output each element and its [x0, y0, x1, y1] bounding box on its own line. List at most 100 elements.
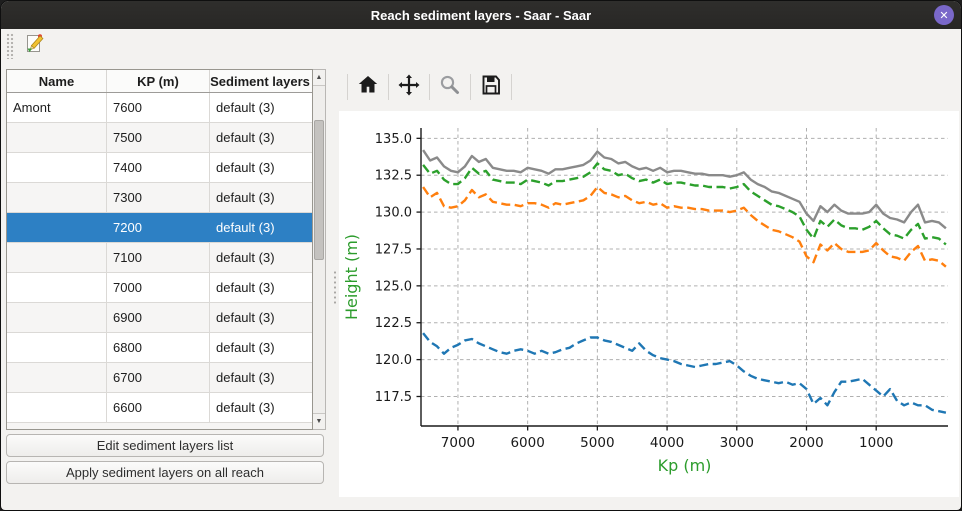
- save-button[interactable]: [475, 71, 507, 103]
- cell-kp[interactable]: 7300: [107, 183, 210, 212]
- x-tick-label: 3000: [720, 435, 754, 451]
- table-row[interactable]: Amont 7600 default (3): [7, 93, 312, 122]
- table-row[interactable]: 7100 default (3): [7, 242, 312, 272]
- cell-kp[interactable]: 6700: [107, 363, 210, 392]
- window-title: Reach sediment layers - Saar - Saar: [370, 7, 592, 23]
- table-body: Amont 7600 default (3) 7500 default (3) 7400 d…: [7, 93, 312, 422]
- cell-layers[interactable]: default (3): [216, 280, 275, 295]
- cell-kp[interactable]: 7100: [107, 243, 210, 272]
- zoom-magnifier-icon: [438, 73, 462, 102]
- y-tick-label: 120.0: [375, 353, 412, 368]
- scroll-down-arrow-icon[interactable]: ▼: [313, 413, 325, 429]
- table-row[interactable]: 7400 default (3): [7, 152, 312, 182]
- edit-sediment-layers-list-button[interactable]: Edit sediment layers list: [6, 434, 324, 457]
- home-icon: [356, 73, 380, 102]
- cell-name[interactable]: [7, 123, 107, 152]
- y-tick-label: 130.0: [375, 206, 412, 221]
- y-tick-label: 135.0: [375, 132, 412, 147]
- y-tick-label: 122.5: [375, 316, 412, 331]
- cell-layers[interactable]: default (3): [216, 190, 275, 205]
- series-blue-dashed-bottom-layer: [422, 332, 947, 414]
- cell-name[interactable]: Amont: [7, 93, 107, 122]
- plot-navigation-toolbar: [339, 63, 961, 111]
- x-tick-label: 6000: [510, 435, 544, 451]
- panel-splitter[interactable]: [331, 63, 339, 510]
- cell-name[interactable]: [7, 153, 107, 182]
- cell-kp[interactable]: 7600: [107, 93, 210, 122]
- table-row[interactable]: 6800 default (3): [7, 332, 312, 362]
- scroll-up-arrow-icon[interactable]: ▲: [313, 70, 325, 86]
- x-axis-label: Kp (m): [658, 456, 712, 475]
- apply-sediment-layers-button[interactable]: Apply sediment layers on all reach: [6, 461, 324, 484]
- save-floppy-icon: [479, 73, 503, 102]
- table-row[interactable]: 7000 default (3): [7, 272, 312, 302]
- title-bar[interactable]: Reach sediment layers - Saar - Saar ✕: [1, 1, 961, 29]
- sediment-table: Name KP (m) Sediment layers Amont 7600 def…: [6, 69, 313, 430]
- cell-layers[interactable]: default (3): [216, 370, 275, 385]
- scrollbar-thumb[interactable]: [314, 120, 324, 260]
- pan-move-icon: [397, 73, 421, 102]
- y-tick-label: 117.5: [375, 390, 412, 405]
- toolbar-drag-handle[interactable]: [6, 33, 14, 59]
- edit-sediment-layers-button[interactable]: [18, 30, 52, 62]
- table-row[interactable]: 7500 default (3): [7, 122, 312, 152]
- cell-kp[interactable]: 7200: [107, 213, 210, 242]
- zoom-button[interactable]: [434, 71, 466, 103]
- cell-layers[interactable]: default (3): [216, 160, 275, 175]
- cell-layers[interactable]: default (3): [216, 130, 275, 145]
- cell-layers[interactable]: default (3): [216, 340, 275, 355]
- table-row[interactable]: 7300 default (3): [7, 182, 312, 212]
- x-tick-label: 5000: [580, 435, 614, 451]
- home-button[interactable]: [352, 71, 384, 103]
- sediment-profile-chart: 117.5 120.0 122.5 125.0 127.5 130.0 132.5 135.0…: [342, 128, 948, 475]
- series-orange-dashed-layer: [422, 185, 947, 268]
- plot-panel: 117.5 120.0 122.5 125.0 127.5 130.0 132.5 135.0…: [339, 63, 961, 510]
- main-toolbar: [1, 29, 961, 63]
- table-row[interactable]: 7200 default (3): [7, 212, 312, 242]
- sediment-table-panel: Name KP (m) Sediment layers Amont 7600 def…: [1, 63, 331, 510]
- table-row-partial: [7, 422, 312, 429]
- cell-layers[interactable]: default (3): [216, 250, 275, 265]
- cell-layers[interactable]: default (3): [216, 310, 275, 325]
- x-tick-label: 1000: [859, 435, 893, 451]
- table-row[interactable]: 6700 default (3): [7, 362, 312, 392]
- table-scrollbar[interactable]: ▲ ▼: [313, 69, 326, 430]
- table-header: Name KP (m) Sediment layers: [7, 70, 312, 93]
- cell-name[interactable]: [7, 363, 107, 392]
- cell-name[interactable]: [7, 393, 107, 422]
- cell-name[interactable]: [7, 183, 107, 212]
- y-tick-label: 127.5: [375, 242, 412, 257]
- series-gray-solid-top-layer: [422, 149, 947, 230]
- close-button[interactable]: ✕: [934, 5, 954, 25]
- cell-kp[interactable]: 6600: [107, 393, 210, 422]
- x-tick-label: 4000: [650, 435, 684, 451]
- column-header-layers[interactable]: Sediment layers: [210, 73, 310, 89]
- pan-button[interactable]: [393, 71, 425, 103]
- table-row[interactable]: 6600 default (3): [7, 392, 312, 422]
- series-green-dashed-layer: [422, 162, 947, 246]
- column-header-name[interactable]: Name: [7, 70, 107, 92]
- cell-kp[interactable]: 6900: [107, 303, 210, 332]
- y-tick-label: 132.5: [375, 169, 412, 184]
- cell-name[interactable]: [7, 333, 107, 362]
- cell-kp[interactable]: 7500: [107, 123, 210, 152]
- cell-name[interactable]: [7, 303, 107, 332]
- table-row[interactable]: 6900 default (3): [7, 302, 312, 332]
- x-tick-label: 2000: [789, 435, 823, 451]
- close-icon: ✕: [939, 9, 949, 22]
- cell-layers[interactable]: default (3): [216, 400, 275, 415]
- dialog-content: Name KP (m) Sediment layers Amont 7600 def…: [1, 63, 961, 510]
- cell-name[interactable]: [7, 243, 107, 272]
- cell-kp[interactable]: 6800: [107, 333, 210, 362]
- y-axis-label: Height (m): [342, 234, 361, 320]
- column-header-kp[interactable]: KP (m): [107, 70, 210, 92]
- cell-layers[interactable]: default (3): [216, 100, 275, 115]
- cell-layers[interactable]: default (3): [216, 220, 275, 235]
- cell-name[interactable]: [7, 213, 107, 242]
- cell-kp[interactable]: 7000: [107, 273, 210, 302]
- x-tick-label: 7000: [441, 435, 475, 451]
- cell-kp[interactable]: 7400: [107, 153, 210, 182]
- plot-canvas[interactable]: 117.5 120.0 122.5 125.0 127.5 130.0 132.5 135.0…: [339, 111, 959, 497]
- cell-name[interactable]: [7, 273, 107, 302]
